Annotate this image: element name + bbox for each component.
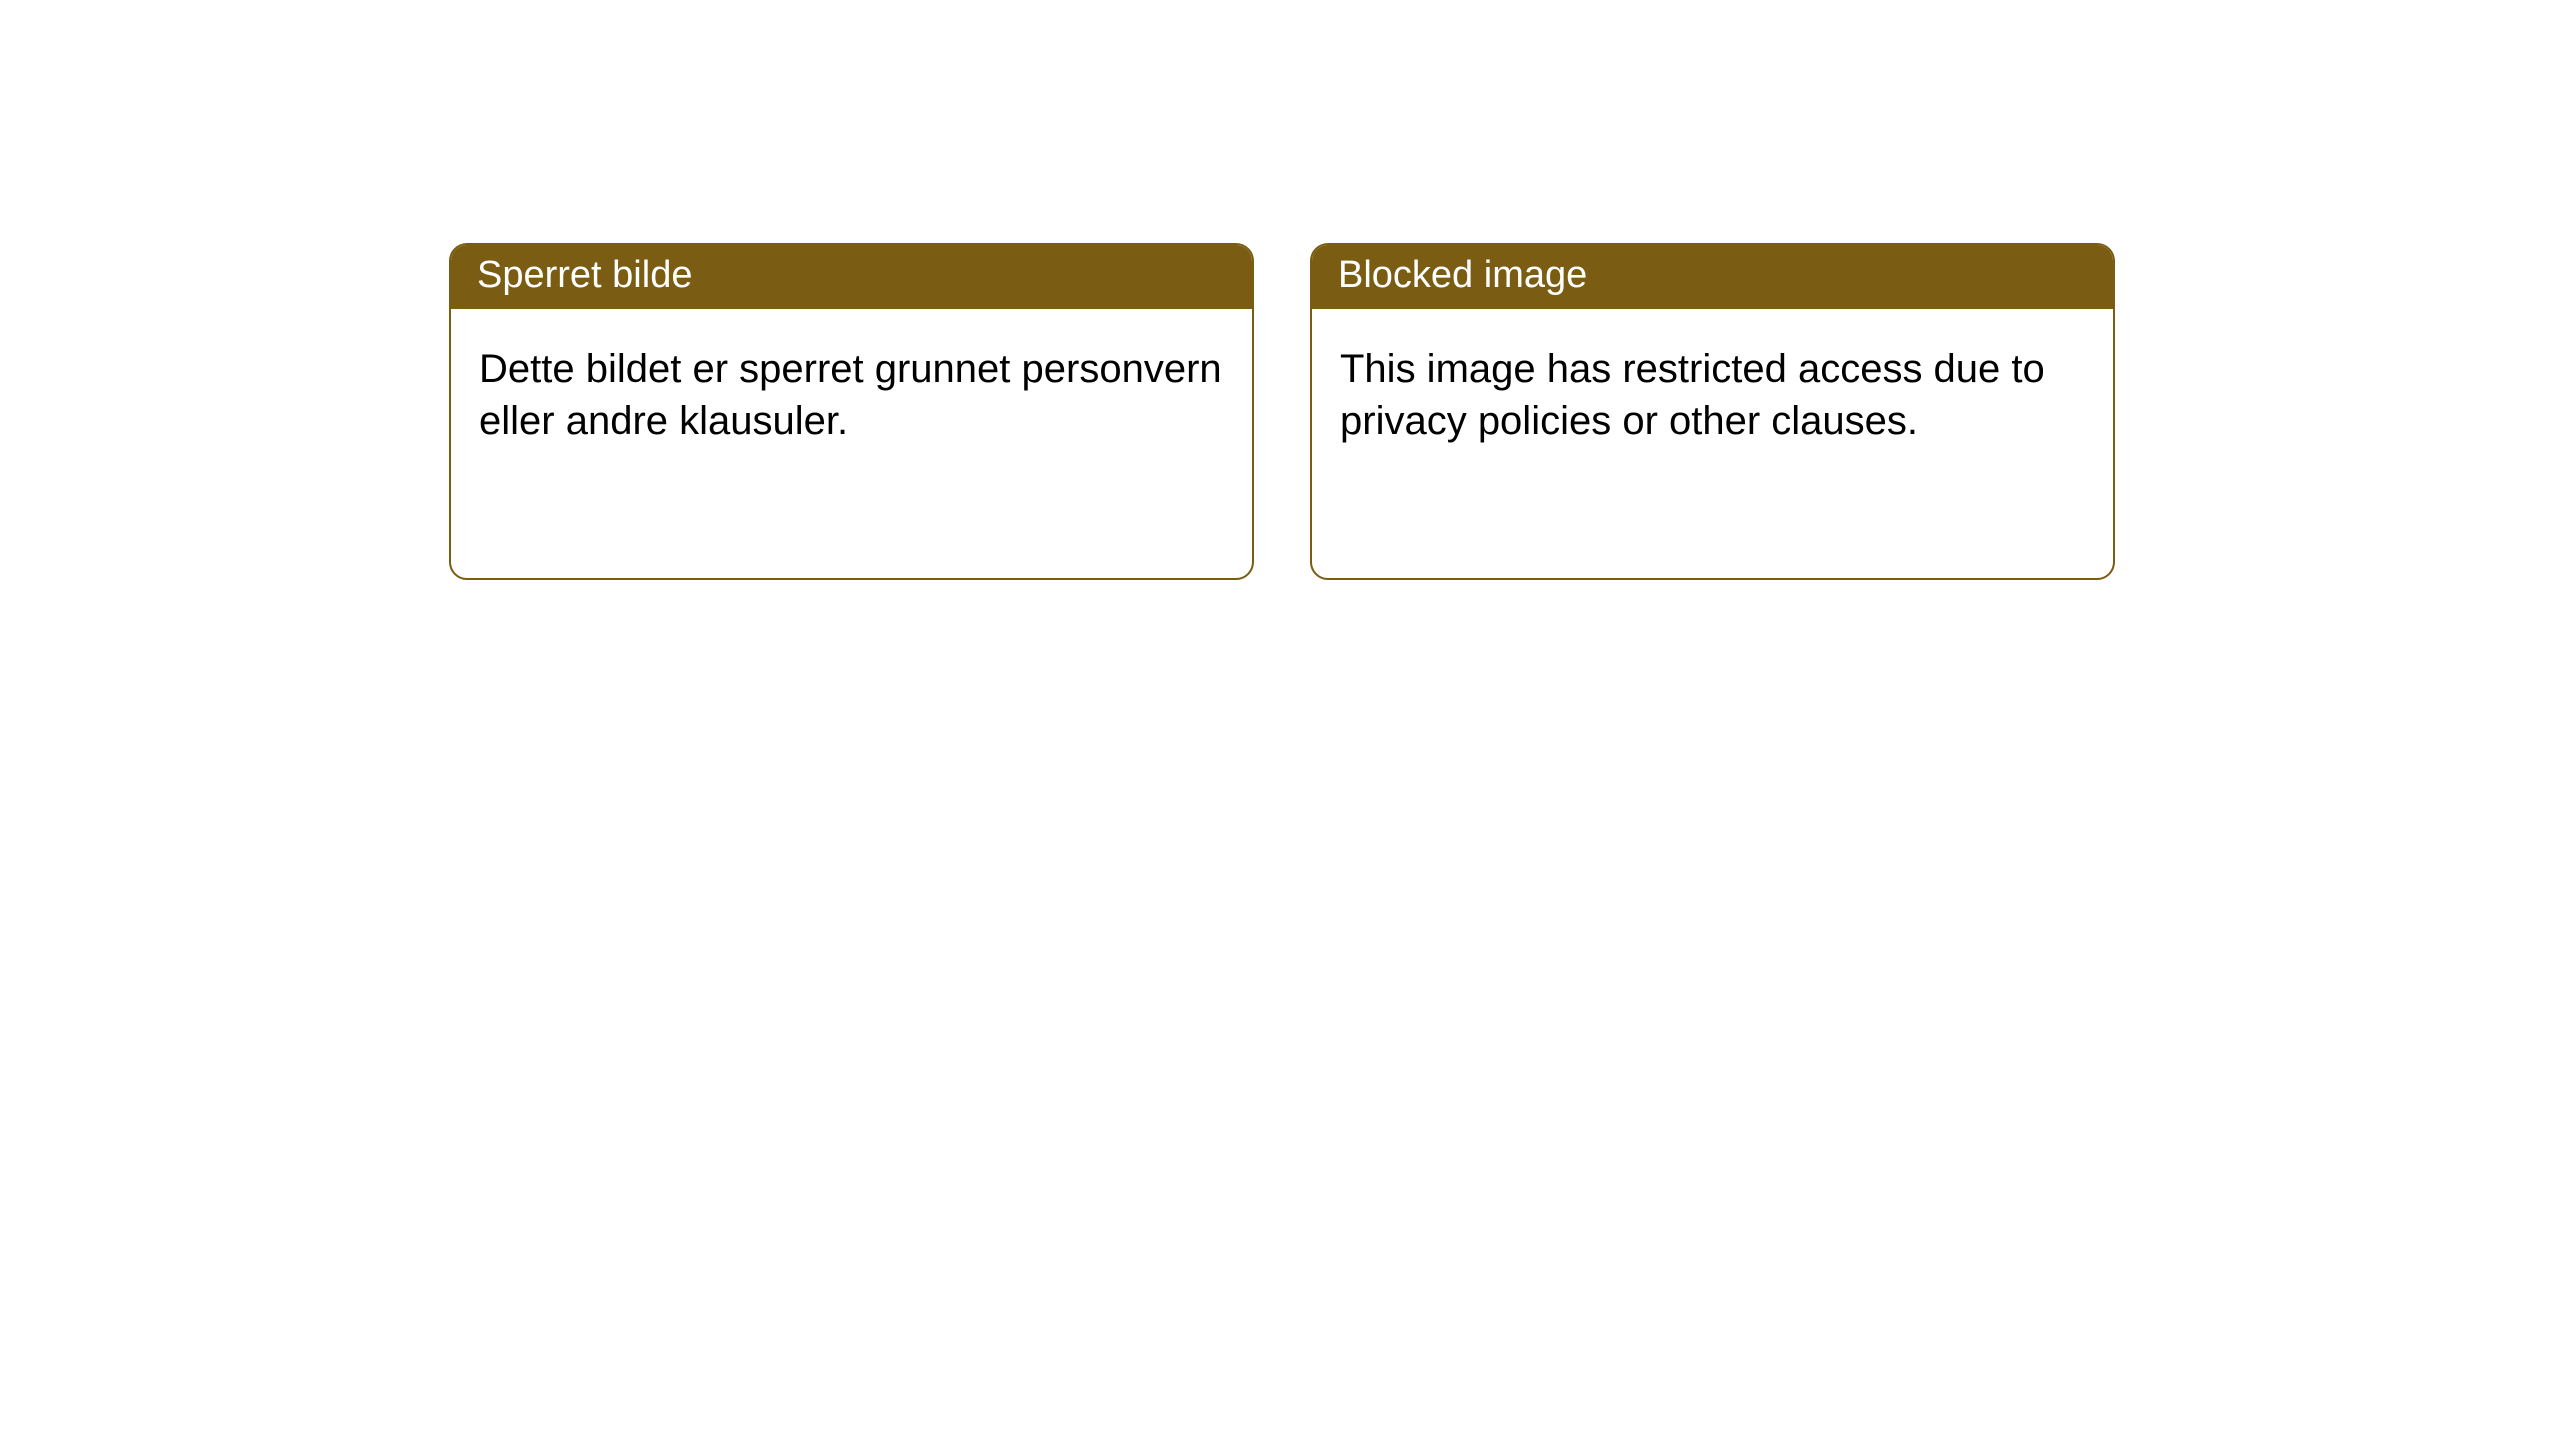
notice-card-en: Blocked image This image has restricted … [1310,243,2115,580]
card-message: This image has restricted access due to … [1312,309,2113,483]
card-title: Blocked image [1312,245,2113,309]
notice-card-no: Sperret bilde Dette bildet er sperret gr… [449,243,1254,580]
card-message: Dette bildet er sperret grunnet personve… [451,309,1252,483]
notice-cards-container: Sperret bilde Dette bildet er sperret gr… [0,0,2560,580]
card-title: Sperret bilde [451,245,1252,309]
